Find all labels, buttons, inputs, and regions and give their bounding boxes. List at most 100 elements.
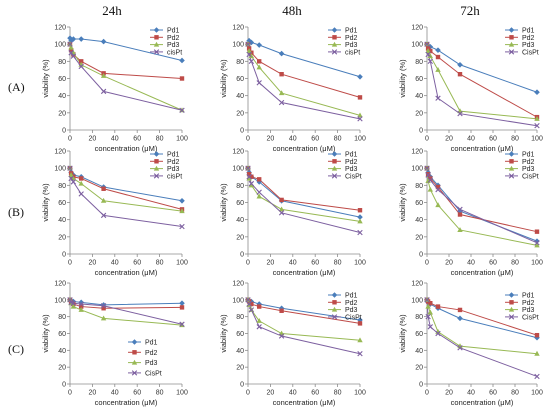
data-point-cispt	[256, 80, 262, 86]
data-point-pd3	[179, 208, 185, 214]
data-point-pd2	[357, 208, 363, 213]
column-header-24h: 24h	[102, 3, 122, 18]
column-header-48h: 48h	[282, 3, 302, 18]
data-point-pd2	[249, 174, 254, 179]
legend-label-pd1: Pd1	[345, 293, 358, 300]
y-axis-label: viability (%)	[398, 183, 407, 222]
data-point-pd1	[457, 315, 463, 322]
data-point-pd3	[435, 67, 441, 72]
y-tick-label: 40	[415, 217, 423, 224]
data-point-pd2	[79, 304, 84, 309]
data-point-pd2	[279, 72, 284, 77]
y-tick-label: 120	[54, 149, 66, 156]
data-point-pd3	[534, 350, 540, 356]
chart-panel: 0 20 40 60 80 100 120 0 20 40 60 80 100 concentration…	[219, 149, 366, 278]
y-tick-label: 40	[236, 348, 244, 355]
data-point-cispt	[68, 175, 74, 182]
x-axis-label: concentration (μM)	[273, 268, 336, 277]
legend-marker-pd2	[154, 159, 159, 164]
legend-marker-pd3	[153, 41, 160, 47]
legend-label-pd1: Pd1	[345, 28, 358, 35]
legend-marker-cispt	[508, 173, 515, 179]
legend-marker-pd2	[154, 35, 159, 40]
data-point-pd3	[78, 180, 84, 186]
data-point-cispt	[424, 165, 430, 171]
legend-label-cispt: CisPt	[345, 173, 362, 180]
x-tick-label: 20	[445, 390, 453, 397]
x-tick-label: 20	[445, 136, 453, 143]
data-point-cispt	[78, 301, 84, 307]
legend-label-pd3: Pd3	[522, 42, 535, 49]
data-point-pd2	[68, 47, 74, 53]
legend-marker-pd2	[509, 300, 514, 305]
data-point-pd3	[68, 44, 74, 50]
data-point-pd1	[248, 39, 255, 46]
x-tick-label: 100	[531, 390, 543, 397]
data-point-pd3	[534, 242, 540, 248]
data-point-pd2	[101, 306, 106, 311]
data-point-pd3	[357, 337, 363, 343]
legend-label-pd3: Pd3	[522, 166, 535, 173]
data-point-cispt	[248, 58, 255, 65]
data-point-cispt	[427, 58, 433, 65]
data-point-pd2	[425, 171, 431, 177]
legend-label-pd1: Pd1	[167, 152, 180, 159]
x-tick-label: 60	[133, 136, 141, 143]
y-tick-label: 100	[54, 42, 66, 49]
data-point-pd2	[179, 305, 185, 310]
data-point-cispt	[427, 177, 433, 183]
data-point-pd1	[78, 36, 84, 42]
data-point-pd3	[357, 112, 363, 118]
row-label-a: (A)	[8, 80, 25, 94]
legend-marker-pd1	[153, 27, 160, 33]
y-axis-label: viability (%)	[41, 183, 50, 222]
legend-marker-pd1	[331, 292, 338, 298]
y-tick-label: 120	[411, 25, 423, 32]
y-tick-label: 60	[415, 76, 423, 83]
legend-marker-pd2	[332, 300, 337, 305]
data-point-cispt	[100, 303, 107, 309]
data-point-cispt	[67, 165, 73, 171]
y-tick-label: 80	[58, 59, 66, 66]
data-point-pd1	[179, 300, 185, 306]
data-point-pd2	[357, 95, 363, 100]
data-point-pd2	[179, 76, 185, 81]
legend-marker-pd3	[331, 41, 338, 47]
y-tick-label: 100	[232, 297, 244, 304]
data-point-pd2	[101, 186, 106, 191]
x-tick-label: 100	[354, 260, 366, 267]
data-point-pd3	[256, 193, 262, 199]
data-point-cispt	[248, 307, 255, 313]
legend-label-pd3: Pd3	[522, 307, 535, 314]
y-tick-label: 100	[411, 42, 423, 49]
legend-marker-pd1	[508, 151, 515, 157]
y-tick-label: 100	[411, 297, 423, 304]
x-tick-label: 60	[489, 136, 497, 143]
legend-label-pd2: Pd2	[522, 35, 535, 42]
x-axis-label: concentration (μM)	[451, 144, 514, 153]
data-point-pd3	[357, 218, 363, 224]
x-tick-label: 100	[354, 390, 366, 397]
y-tick-label: 120	[411, 281, 423, 288]
data-point-pd1	[534, 334, 540, 341]
data-point-pd2	[257, 304, 262, 309]
legend-marker-cispt	[131, 370, 138, 376]
y-tick-label: 20	[58, 365, 66, 372]
x-tick-label: 60	[489, 260, 497, 267]
y-tick-label: 40	[415, 348, 423, 355]
y-tick-label: 80	[58, 314, 66, 321]
data-point-cispt	[246, 174, 252, 180]
x-tick-label: 40	[111, 136, 119, 143]
x-tick-label: 60	[311, 260, 319, 267]
x-axis-label: concentration (μM)	[95, 398, 158, 407]
chart-panel: 0 20 40 60 80 100 120 0 20 40 60 80 100 concentration…	[219, 281, 366, 408]
data-point-cispt	[425, 172, 431, 178]
data-point-pd1	[70, 36, 77, 42]
x-axis-label: concentration (μM)	[95, 268, 158, 277]
legend-label-pd2: Pd2	[345, 35, 358, 42]
y-tick-label: 0	[240, 128, 244, 135]
x-tick-label: 40	[289, 390, 297, 397]
y-tick-label: 80	[58, 183, 66, 190]
legend-marker-pd2	[509, 35, 514, 40]
